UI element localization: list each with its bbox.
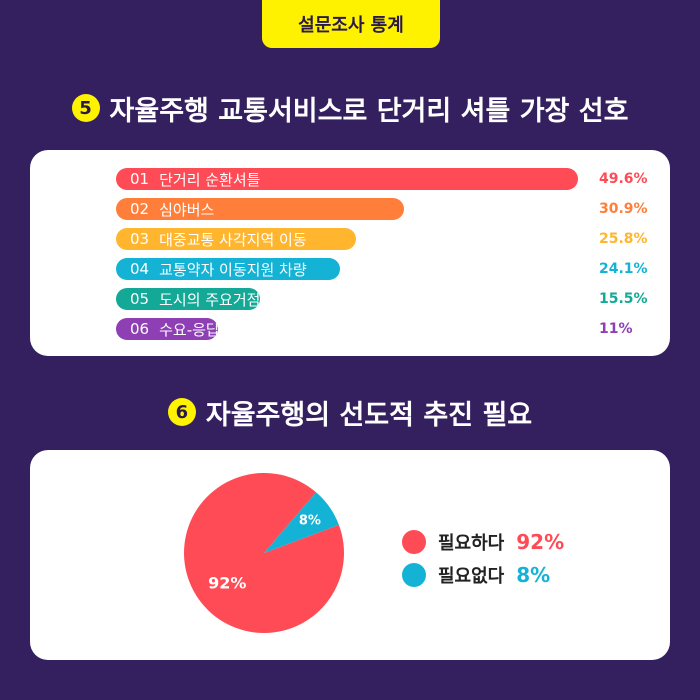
bar-value-label-05: 15.5% [599,291,648,307]
bar-value-label-04: 24.1% [599,261,648,277]
pie-chart: 92% 8% [184,473,344,633]
section-5-title-row: 5 자율주행 교통서비스로 단거리 셔틀 가장 선호 [0,88,700,128]
bar-value-label-06: 11% [599,321,633,337]
bar-label: 단거리 순환셔틀 [159,170,261,189]
bar-04: 04 교통약자 이동지원 차량 [116,258,340,280]
section-6-title-row: 6 자율주행의 선도적 추진 필요 [0,392,700,432]
legend-label-needed: 필요하다 [438,533,505,554]
bar-label: 수요-응답형 택시 [159,320,218,339]
bar-label: 교통약자 이동지원 차량 [159,260,307,279]
survey-stats-tag: 설문조사 통계 [262,0,440,48]
pie-slice-1 [264,492,339,553]
legend-dot-not-needed [402,563,426,587]
section-6-number-badge: 6 [167,398,196,426]
bar-label: 대중교통 사각지역 이동 [159,230,307,249]
bar-index: 03 [130,230,150,248]
bar-index: 06 [130,320,150,338]
bar-index: 02 [130,200,150,218]
pie-slice-label-0: 92% [208,573,246,592]
bar-label: 도시의 주요거점 연결형 버스 [159,290,260,309]
legend-value-not-needed: 8% [516,563,551,587]
bar-index: 05 [130,290,150,308]
bar-03: 03 대중교통 사각지역 이동 [116,228,356,250]
pie-slice-label-1: 8% [299,513,321,528]
bar-value-label-01: 49.6% [599,171,648,187]
bar-chart-card: 01 단거리 순환셔틀 49.6% 02 심야버스 30.9% 03 대중교통 사각지역 이동… [30,150,670,356]
section-5-number-badge: 5 [71,94,100,122]
bar-index: 01 [130,170,150,188]
bar-02: 02 심야버스 [116,198,404,220]
bar-value-label-02: 30.9% [599,201,648,217]
bar-label: 심야버스 [159,200,215,219]
bar-index: 04 [130,260,150,278]
legend-dot-needed [402,530,426,554]
legend-label-not-needed: 필요없다 [438,566,505,587]
pie-chart-card: 92% 8% 필요하다 92% 필요없다 8% [30,450,670,660]
bar-01: 01 단거리 순환셔틀 [116,168,578,190]
legend-item-not-needed: 필요없다 8% [402,562,550,588]
legend-item-needed: 필요하다 92% [402,529,564,555]
section-6-title: 자율주행의 선도적 추진 필요 [205,399,533,431]
bar-05: 05 도시의 주요거점 연결형 버스 [116,288,260,310]
bar-06: 06 수요-응답형 택시 [116,318,218,340]
legend-value-needed: 92% [516,530,565,554]
section-5-title: 자율주행 교통서비스로 단거리 셔틀 가장 선호 [109,95,629,127]
bar-value-label-03: 25.8% [599,231,648,247]
